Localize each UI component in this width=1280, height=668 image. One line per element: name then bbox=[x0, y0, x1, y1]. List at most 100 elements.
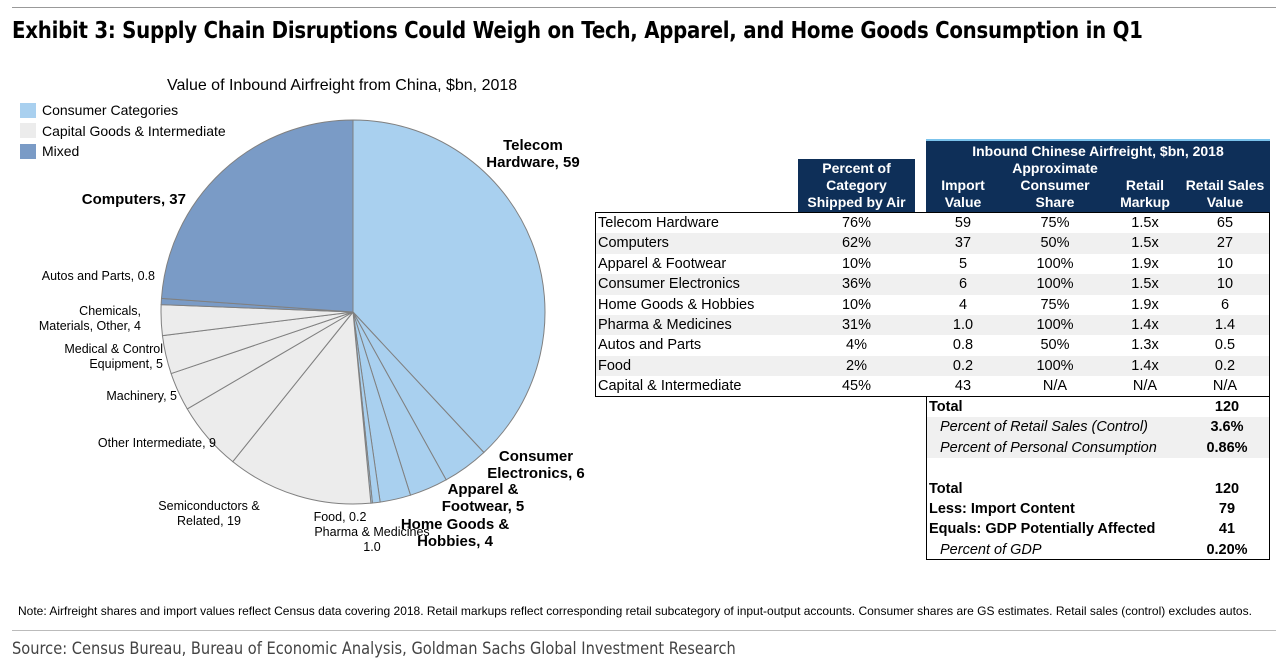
table-cell-retail-sales: 0.2 bbox=[1214, 357, 1236, 374]
pie-slice-label-line: Other Intermediate, 9 bbox=[98, 436, 216, 450]
table-cell-category: Apparel & Footwear bbox=[598, 255, 727, 272]
summary-label: Equals: GDP Potentially Affected bbox=[929, 521, 1156, 538]
col-header-share-line1: Approximate bbox=[1012, 160, 1098, 176]
table-cell-pct-air: 4% bbox=[846, 337, 867, 354]
col-header-retail-markup: Retail Markup bbox=[1110, 159, 1180, 213]
pie-slice-label: Apparel & Footwear, 5 bbox=[442, 481, 525, 515]
summary-label: Percent of Retail Sales (Control) bbox=[940, 419, 1148, 436]
table-row: Telecom Hardware 76% 59 75% 1.5x 65 bbox=[596, 213, 1269, 233]
table-cell-retail-sales: 10 bbox=[1216, 276, 1234, 293]
table-cell-consumer-share: 100% bbox=[1036, 357, 1074, 374]
pie-slice-label-line: Materials, Other, 4 bbox=[39, 319, 141, 333]
pie-slice-label-line: Related, 19 bbox=[177, 514, 241, 528]
table-cell-category: Home Goods & Hobbies bbox=[598, 296, 755, 313]
pie-slice-label: Pharma & Medicines 1.0 bbox=[314, 525, 429, 554]
pie-slice-label-line: Equipment, 5 bbox=[89, 357, 163, 371]
pie-slice-label-line: Hardware, 59 bbox=[486, 154, 579, 171]
table-row: Food 2% 0.2 100% 1.4x 0.2 bbox=[596, 355, 1269, 377]
table-cell-category: Autos and Parts bbox=[598, 337, 702, 354]
pie-slice-label-line: Machinery, 5 bbox=[106, 389, 177, 403]
table-cell-consumer-share: 75% bbox=[1040, 296, 1070, 313]
legend-item-capital: Capital Goods & Intermediate bbox=[20, 121, 226, 142]
summary-label: Percent of Personal Consumption bbox=[940, 439, 1157, 456]
table-cell-pct-air: 10% bbox=[841, 255, 872, 272]
table-cell-retail-markup: N/A bbox=[1132, 378, 1158, 395]
table-row: Apparel & Footwear 10% 5 100% 1.9x 10 bbox=[596, 254, 1269, 274]
pie-slice-label-line: Hobbies, 4 bbox=[417, 533, 494, 550]
table-row: Computers 62% 37 50% 1.5x 27 bbox=[596, 233, 1269, 254]
summary-row: Percent of Personal Consumption 0.86% bbox=[927, 437, 1269, 459]
summary-row: Percent of Retail Sales (Control) 3.6% bbox=[927, 417, 1269, 438]
pie-slice-label: Telecom Hardware, 59 bbox=[486, 137, 579, 171]
table-cell-retail-markup: 1.4x bbox=[1131, 317, 1159, 333]
legend-label-consumer: Consumer Categories bbox=[42, 102, 179, 119]
summary-row: Percent of GDP 0.20% bbox=[927, 540, 1269, 560]
pie-slice-label: Other Intermediate, 9 bbox=[98, 436, 216, 450]
table-cell-retail-markup: 1.5x bbox=[1131, 235, 1159, 252]
table-cell-import-value: 43 bbox=[954, 378, 972, 395]
table-cell-pct-air: 76% bbox=[841, 215, 872, 231]
table-cell-category: Capital & Intermediate bbox=[598, 378, 742, 395]
summary-border bbox=[926, 397, 1270, 560]
pie-chart: Telecom Hardware, 59 Consumer Electronics, … bbox=[39, 119, 585, 554]
table-cell-pct-air: 45% bbox=[841, 378, 872, 395]
summary-label: Total bbox=[929, 399, 963, 415]
pie-slice-label: Medical & Control Equipment, 5 bbox=[64, 342, 163, 371]
col-header-sales-line1: Retail Sales bbox=[1185, 177, 1265, 193]
col-header-import-value: Import Value bbox=[926, 159, 1000, 213]
table-cell-pct-air: 62% bbox=[841, 235, 872, 252]
table-row: Autos and Parts 4% 0.8 50% 1.3x 0.5 bbox=[596, 335, 1269, 355]
legend-item-mixed: Mixed bbox=[20, 141, 226, 162]
summary-label: Total bbox=[929, 480, 963, 497]
table-cell-retail-markup: 1.5x bbox=[1131, 215, 1159, 231]
table-cell-import-value: 0.8 bbox=[952, 337, 974, 354]
summary-row: Total 120 bbox=[927, 397, 1269, 417]
table-cell-retail-markup: 1.9x bbox=[1131, 255, 1159, 272]
pie-slice-label-line: Semiconductors & bbox=[158, 499, 260, 513]
pie-slice-label-line: Apparel & bbox=[448, 481, 519, 498]
table-cell-category: Consumer Electronics bbox=[598, 276, 740, 293]
footnote: Note: Airfreight shares and import value… bbox=[18, 604, 1252, 618]
pie-slice-label-line: Medical & Control bbox=[64, 342, 163, 356]
col-header-sales-line2: Value bbox=[1206, 194, 1244, 210]
table-row: Pharma & Medicines 31% 1.0 100% 1.4x 1.4 bbox=[596, 315, 1269, 336]
exhibit-title: Exhibit 3: Supply Chain Disruptions Coul… bbox=[12, 18, 1143, 44]
summary-row: Less: Import Content 79 bbox=[927, 499, 1269, 519]
summary-label: Less: Import Content bbox=[929, 501, 1075, 517]
pie-slice-label: Machinery, 5 bbox=[106, 389, 177, 403]
bottom-rule bbox=[12, 630, 1276, 631]
table-cell-retail-sales: 1.4 bbox=[1214, 317, 1236, 333]
source-line: Source: Census Bureau, Bureau of Economi… bbox=[12, 639, 736, 659]
pie-slice-label-line: Home Goods & bbox=[401, 516, 510, 533]
table-cell-import-value: 6 bbox=[958, 276, 968, 293]
pie-slice-label-line: Pharma & Medicines bbox=[314, 525, 429, 539]
table-cell-pct-air: 2% bbox=[846, 357, 867, 374]
pie-legend: Consumer Categories Capital Goods & Inte… bbox=[20, 100, 226, 162]
table-cell-import-value: 1.0 bbox=[952, 317, 974, 333]
pie-slice bbox=[160, 119, 354, 313]
col-header-markup-line2: Markup bbox=[1120, 194, 1170, 210]
col-header-pct-air-line1: Percent of bbox=[822, 160, 891, 176]
table-cell-pct-air: 36% bbox=[841, 276, 872, 293]
legend-swatch-mixed bbox=[20, 143, 36, 159]
table-cell-retail-markup: 1.4x bbox=[1131, 357, 1159, 374]
pie-slice-label: Home Goods & Hobbies, 4 bbox=[401, 516, 510, 550]
legend-item-consumer: Consumer Categories bbox=[20, 100, 226, 121]
pie-slice-label-line: Computers, 37 bbox=[82, 191, 186, 208]
summary-value: 41 bbox=[1218, 521, 1236, 538]
table-cell-category: Telecom Hardware bbox=[598, 215, 719, 231]
legend-swatch-consumer bbox=[20, 102, 36, 118]
table-cell-import-value: 59 bbox=[954, 215, 972, 231]
table-cell-retail-sales: 6 bbox=[1220, 296, 1230, 313]
summary-value: 3.6% bbox=[1210, 419, 1244, 436]
pie-slice-label-line: Consumer bbox=[499, 448, 573, 465]
pie-slice bbox=[232, 310, 372, 505]
table-border bbox=[595, 212, 1270, 397]
summary-row: Equals: GDP Potentially Affected 41 bbox=[927, 519, 1269, 539]
col-header-pct-air-line2: Category bbox=[826, 177, 887, 193]
table-cell-category: Computers bbox=[598, 235, 669, 252]
pie-slice-label-line: Food, 0.2 bbox=[314, 510, 367, 524]
col-header-markup-line1: Retail bbox=[1125, 177, 1165, 193]
pie-slice-label-line: Electronics, 6 bbox=[487, 465, 585, 482]
table-cell-retail-markup: 1.3x bbox=[1131, 337, 1159, 354]
